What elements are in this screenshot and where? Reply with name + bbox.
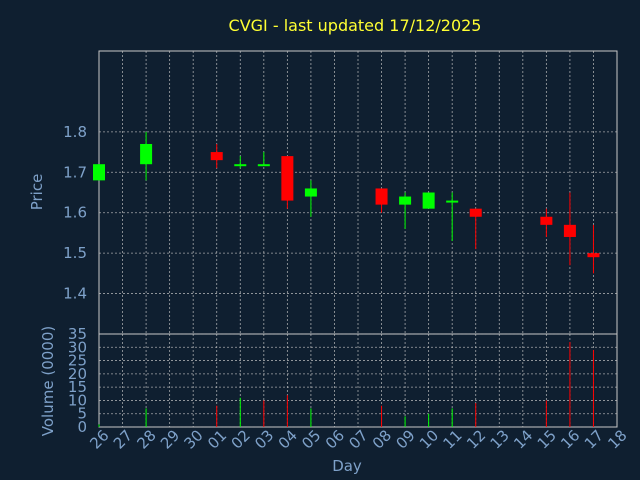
candle-body — [446, 200, 459, 203]
price-tick-label: 1.5 — [63, 244, 87, 262]
candle-body — [140, 143, 153, 165]
volume-axis-label: Volume (0000) — [39, 326, 57, 436]
candle-body — [375, 188, 388, 205]
candle-body — [399, 196, 412, 205]
candle-body — [234, 164, 247, 167]
candle-body — [587, 253, 600, 258]
price-tick-label: 1.6 — [63, 204, 87, 222]
volume-tick-label: 15 — [68, 378, 87, 396]
volume-tick-label: 0 — [77, 418, 87, 436]
price-panel: 1.4 1.5 1.6 1.7 1.8 — [63, 50, 618, 335]
volume-tick-label: 20 — [68, 365, 87, 383]
candle-body — [257, 164, 270, 167]
candle-body — [210, 152, 223, 161]
volume-tick-label: 25 — [68, 352, 87, 370]
chart-title: CVGI - last updated 17/12/2025 — [229, 16, 482, 35]
day-axis-label: Day — [332, 457, 362, 475]
price-tick-label: 1.7 — [63, 163, 87, 181]
candle-body — [540, 216, 553, 225]
volume-tick-label: 10 — [68, 391, 87, 409]
price-tick-label: 1.8 — [63, 123, 87, 141]
price-axis-label: Price — [28, 174, 46, 211]
volume-tick-label: 35 — [68, 325, 87, 343]
candle-body — [281, 156, 294, 201]
candle-body — [304, 188, 317, 197]
candle-body — [469, 208, 482, 217]
candle-body — [563, 224, 576, 237]
volume-tick-label: 30 — [68, 338, 87, 356]
candle-body — [93, 164, 105, 181]
candle-body — [422, 192, 435, 209]
price-tick-label: 1.4 — [63, 285, 87, 303]
volume-tick-label: 5 — [77, 405, 87, 423]
